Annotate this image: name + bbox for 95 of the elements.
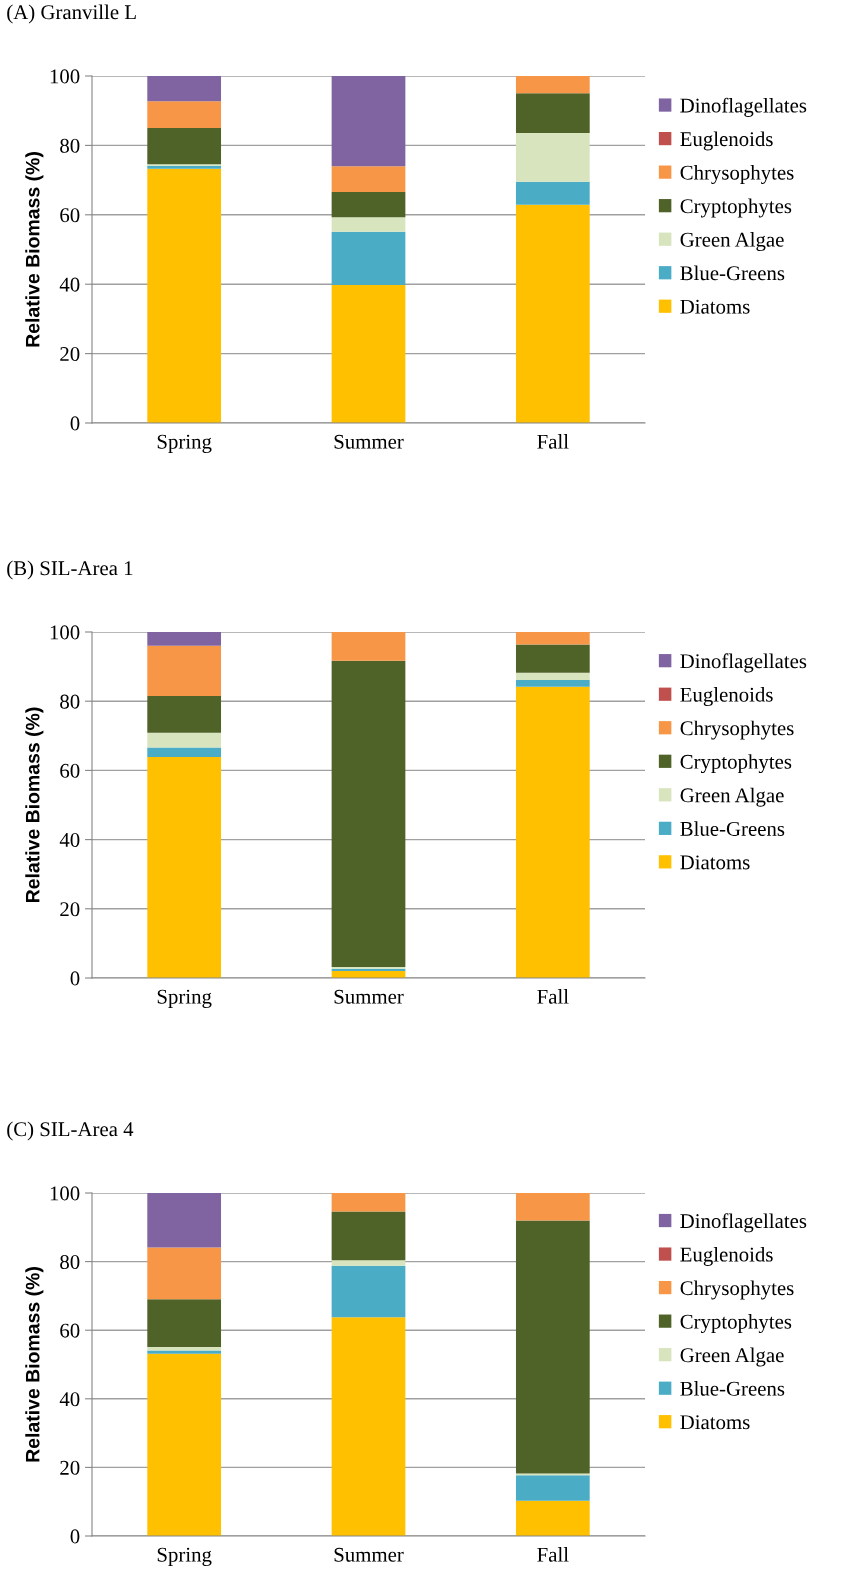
y-tick-label: 40 xyxy=(59,832,80,848)
legend-label: Dinoflagellates xyxy=(680,653,807,673)
bar xyxy=(331,660,406,967)
y-tick-label: 100 xyxy=(50,1186,80,1201)
bar xyxy=(147,101,222,129)
bar xyxy=(147,1353,222,1536)
bar xyxy=(515,632,590,645)
bar xyxy=(515,132,590,182)
y-tick-label: 40 xyxy=(59,277,80,292)
y-tick-label: 60 xyxy=(60,208,80,223)
chart-title: (B) SIL-Area 1 xyxy=(7,560,133,580)
y-tick-label: 100 xyxy=(50,625,80,640)
x-tick-label: Spring xyxy=(157,989,212,1008)
bar xyxy=(515,93,590,133)
chart-title: (C) SIL-Area 4 xyxy=(7,1121,134,1141)
y-tick-label: 40 xyxy=(59,1392,80,1407)
bar xyxy=(331,1260,406,1266)
y-tick-label: 20 xyxy=(60,1460,80,1475)
bar xyxy=(331,76,406,167)
bar xyxy=(515,680,590,687)
bar xyxy=(331,1265,406,1318)
bar xyxy=(147,128,222,165)
legend-label: Dinoflagellates xyxy=(680,1213,807,1233)
y-axis-title: Relative Biomass (%) xyxy=(25,707,44,903)
legend-label: Blue-Greens xyxy=(680,821,785,836)
y-tick-label: 20 xyxy=(60,902,80,917)
y-tick-label: 80 xyxy=(60,138,80,153)
y-tick-label: 20 xyxy=(60,346,80,362)
y-tick-label: 80 xyxy=(60,694,80,709)
bar xyxy=(147,168,222,423)
x-tick-label: Fall xyxy=(537,434,569,449)
y-axis-title: Relative Biomass (%) xyxy=(25,1267,44,1462)
bar xyxy=(147,1299,222,1348)
bar xyxy=(515,686,590,978)
bar xyxy=(515,204,590,423)
bar xyxy=(331,284,406,423)
legend-label: Blue-Greens xyxy=(680,1381,785,1396)
legend-label: Cryptophytes xyxy=(680,198,792,218)
legend-label: Diatoms xyxy=(680,1415,750,1430)
bar xyxy=(331,1317,406,1536)
legend-label: Cryptophytes xyxy=(680,754,792,774)
bar xyxy=(515,1193,590,1221)
legend-label: Euglenoids xyxy=(680,131,773,151)
bar xyxy=(331,191,406,218)
y-axis-title: Relative Biomass (%) xyxy=(25,152,44,347)
x-tick-label: Spring xyxy=(157,434,212,453)
y-tick-label: 0 xyxy=(70,1529,80,1544)
bar xyxy=(331,166,406,192)
legend-label: Diatoms xyxy=(680,299,750,314)
legend-label: Euglenoids xyxy=(680,1246,773,1266)
bar xyxy=(147,1193,222,1248)
x-tick-label: Summer xyxy=(334,434,404,449)
bar xyxy=(331,632,406,661)
bar xyxy=(147,756,222,978)
y-tick-label: 0 xyxy=(70,971,80,986)
legend-label: Chrysophytes xyxy=(680,1280,794,1300)
bar xyxy=(515,672,590,681)
legend-label: Chrysophytes xyxy=(680,165,794,184)
x-tick-label: Summer xyxy=(334,1547,404,1562)
legend-label: Green Algae xyxy=(680,232,784,252)
x-tick-label: Fall xyxy=(537,1547,569,1562)
x-tick-label: Fall xyxy=(537,989,569,1004)
y-tick-label: 0 xyxy=(70,416,80,431)
bar xyxy=(515,1500,590,1536)
y-tick-label: 60 xyxy=(60,1323,80,1338)
bar xyxy=(331,217,406,232)
chart-title: (A) Granville L xyxy=(7,4,136,24)
legend-label: Diatoms xyxy=(680,855,750,870)
bar xyxy=(515,1220,590,1474)
bar xyxy=(147,645,222,697)
y-tick-label: 80 xyxy=(60,1254,80,1270)
bar xyxy=(147,1247,222,1300)
bar xyxy=(515,76,590,94)
bar xyxy=(147,732,222,748)
bar xyxy=(331,1193,406,1212)
x-tick-label: Summer xyxy=(334,989,404,1004)
bar xyxy=(515,181,590,205)
legend-label: Green Algae xyxy=(680,787,784,807)
y-tick-label: 100 xyxy=(50,69,80,84)
legend-label: Cryptophytes xyxy=(680,1314,792,1333)
bar xyxy=(515,644,590,673)
bar xyxy=(515,1475,590,1501)
bar xyxy=(147,76,222,102)
x-tick-label: Spring xyxy=(157,1547,212,1566)
legend-label: Dinoflagellates xyxy=(680,97,807,117)
bar xyxy=(147,632,222,646)
bar xyxy=(147,747,222,757)
bar xyxy=(147,696,222,733)
legend-label: Green Algae xyxy=(680,1347,784,1367)
y-tick-label: 60 xyxy=(60,763,80,778)
legend-label: Euglenoids xyxy=(680,687,773,707)
legend-label: Chrysophytes xyxy=(680,720,794,740)
legend-label: Blue-Greens xyxy=(680,265,785,281)
bar xyxy=(331,231,406,285)
bar xyxy=(331,1211,406,1261)
